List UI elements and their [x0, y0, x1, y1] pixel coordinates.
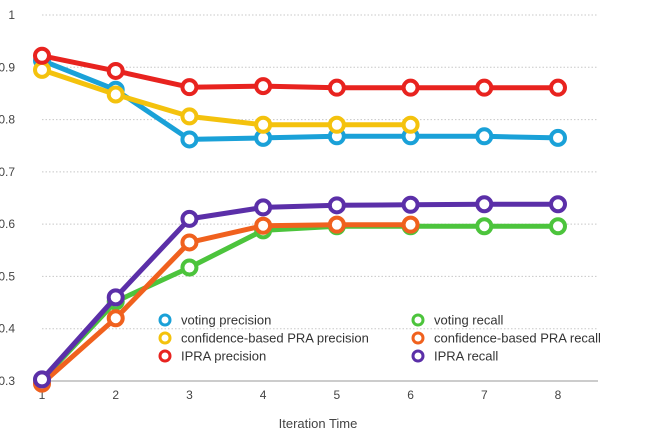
series-lines [33, 46, 567, 393]
series-confidence-based-pra-recall [33, 215, 420, 393]
y-tick-label: 1 [8, 8, 15, 22]
grid-lines [42, 14, 598, 330]
legend-marker [158, 313, 172, 327]
x-tick-label: 7 [481, 388, 488, 402]
series-confidence-based-pra-precision [33, 60, 420, 134]
data-point [33, 370, 51, 389]
data-point [254, 198, 273, 217]
x-tick-label: 2 [112, 388, 119, 402]
data-point [327, 115, 346, 134]
legend-item: confidence-based PRA precision [158, 331, 369, 346]
legend-marker [158, 331, 172, 345]
legend-marker [411, 331, 425, 345]
data-point [180, 233, 199, 252]
x-tick-label: 4 [260, 388, 267, 402]
legend-item: IPRA precision [158, 349, 266, 364]
series-line [39, 53, 561, 91]
data-point [106, 61, 125, 80]
data-point [475, 217, 494, 236]
legend-marker [411, 313, 425, 327]
y-tick-label: 0.6 [0, 217, 15, 231]
legend-item: voting precision [158, 313, 271, 328]
series-ipra-precision [33, 46, 567, 97]
data-point [327, 196, 346, 215]
data-point [180, 130, 199, 149]
data-point [549, 217, 567, 236]
legend-item: voting recall [411, 313, 503, 328]
y-tick-label: 0.5 [0, 269, 15, 283]
data-point [254, 77, 273, 96]
data-point [106, 309, 125, 328]
legend-label: IPRA recall [434, 349, 498, 364]
legend: voting precision confidence-based PRA pre… [158, 313, 601, 364]
data-point [254, 115, 273, 134]
y-tick-label: 0.8 [0, 113, 15, 127]
data-point [549, 195, 567, 214]
x-tick-label: 1 [39, 388, 46, 402]
data-point [106, 288, 125, 307]
data-point [180, 78, 199, 97]
data-point [33, 60, 51, 79]
legend-item: confidence-based PRA recall [411, 331, 601, 346]
data-point [549, 78, 567, 97]
legend-marker [411, 349, 425, 363]
x-tick-label: 8 [555, 388, 562, 402]
legend-label: voting precision [181, 313, 271, 328]
x-tick-label: 6 [407, 388, 414, 402]
y-tick-label: 0.4 [0, 322, 15, 336]
legend-label: confidence-based PRA recall [434, 331, 601, 346]
data-point [401, 115, 420, 134]
axes: 0.3 0.4 0.5 0.6 0.7 0.8 0.9 1 1 2 3 4 5 6 7 8 [0, 8, 598, 402]
data-point [106, 85, 125, 104]
series-ipra-recall [33, 195, 567, 389]
x-tick-label: 5 [334, 388, 341, 402]
data-point [327, 78, 346, 97]
y-tick-label: 0.3 [0, 374, 15, 388]
series-line [39, 222, 414, 387]
data-point [327, 215, 346, 234]
x-axis-title: Iteration Time [279, 416, 358, 431]
data-point [475, 195, 494, 214]
data-point [475, 78, 494, 97]
data-point [401, 78, 420, 97]
y-tick-label: 0.7 [0, 165, 15, 179]
series-line [39, 223, 561, 383]
data-point [33, 46, 51, 65]
data-point [401, 195, 420, 214]
data-point [401, 215, 420, 234]
data-point [254, 216, 273, 235]
data-point [180, 258, 199, 277]
legend-label: IPRA precision [181, 349, 266, 364]
data-point [549, 128, 567, 147]
data-point [180, 107, 199, 126]
legend-label: confidence-based PRA precision [181, 331, 369, 346]
data-point [180, 209, 199, 228]
legend-item: IPRA recall [411, 349, 498, 364]
y-tick-label: 0.9 [0, 60, 15, 74]
series-line [39, 67, 414, 128]
legend-marker [158, 349, 172, 363]
series-line [39, 201, 561, 382]
data-point [475, 127, 494, 146]
x-tick-label: 3 [186, 388, 193, 402]
legend-label: voting recall [434, 313, 503, 328]
